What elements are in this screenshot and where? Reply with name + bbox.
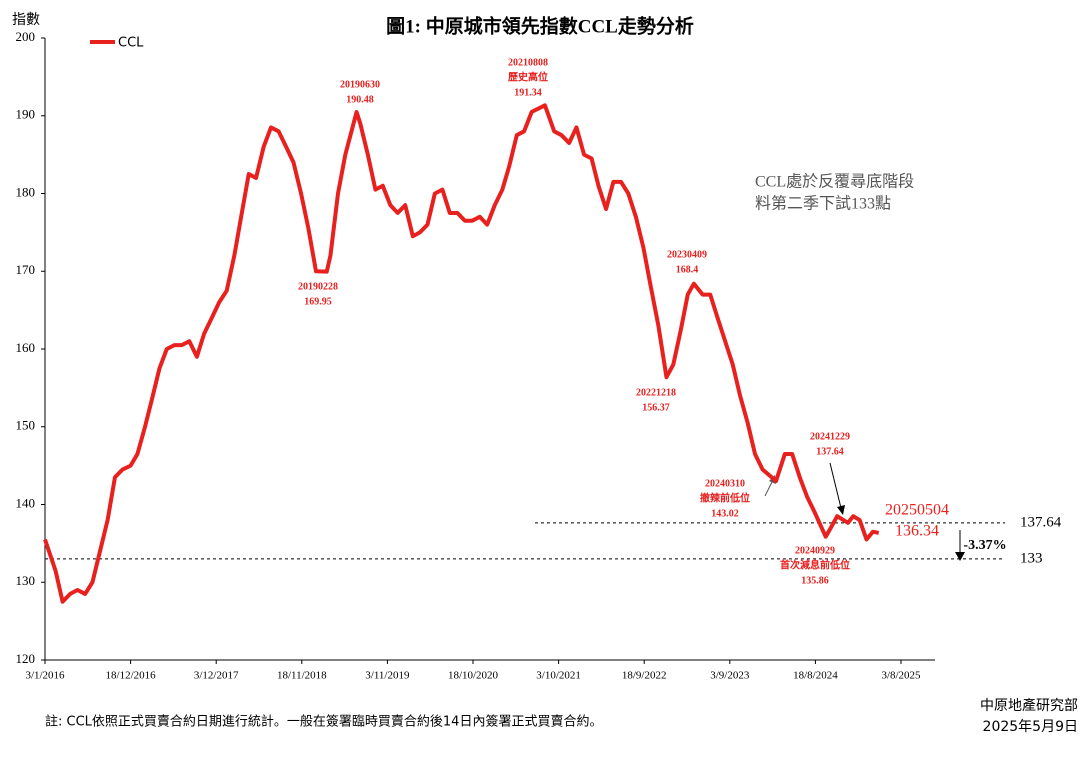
x-tick-label: 3/12/2017 [194, 670, 239, 682]
annotation-date: 20250504 [885, 502, 949, 519]
annotation-arrow [829, 462, 842, 509]
annotation-date: 20240929 [795, 545, 835, 556]
reference-label: 137.64 [1020, 514, 1062, 530]
annotation-note: 歷史高位 [508, 70, 548, 83]
annotation-value: 156.37 [642, 402, 670, 413]
annotation-value: 190.48 [346, 94, 374, 105]
annotation-date: 20241229 [810, 431, 850, 442]
annotation-date: 20221218 [636, 387, 676, 398]
y-tick-label: 180 [16, 184, 36, 199]
x-tick-label: 3/1/2016 [25, 670, 65, 682]
x-tick-label: 3/10/2021 [536, 670, 581, 682]
x-tick-label: 18/11/2018 [277, 670, 327, 682]
comment: CCL處於反覆尋底階段 [755, 173, 914, 191]
x-tick-label: 18/9/2022 [622, 670, 667, 682]
y-tick-label: 160 [16, 340, 36, 355]
annotation-value: 168.4 [676, 264, 699, 275]
legend-label: CCL [118, 36, 144, 51]
y-tick-label: 130 [16, 573, 36, 588]
y-tick-label: 120 [16, 651, 36, 666]
y-axis-label: 指數 [12, 12, 40, 28]
x-tick-label: 18/10/2020 [448, 670, 499, 682]
annotation-note: 撤辣前低位 [700, 491, 750, 504]
y-tick-label: 200 [16, 29, 36, 44]
comment: 料第二季下試133點 [755, 195, 891, 213]
change-label: -3.37% [963, 538, 1006, 553]
annotation-date: 20230409 [667, 249, 707, 260]
y-tick-label: 140 [16, 495, 36, 510]
annotation-value: 135.86 [801, 575, 829, 586]
x-tick-label: 3/11/2019 [365, 670, 410, 682]
y-tick-label: 190 [16, 107, 36, 122]
date: 2025年5月9日 [983, 719, 1078, 735]
x-tick-label: 3/9/2023 [710, 670, 750, 682]
annotation-value: 136.34 [895, 523, 939, 540]
annotation-value: 191.34 [514, 87, 542, 98]
annotation-note: 首次減息前低位 [780, 558, 850, 571]
annotation-date: 20190228 [298, 281, 338, 292]
footnote: 註: CCL依照正式買賣合約日期進行統計。一般在簽署臨時買賣合約後14日內簽署正… [45, 714, 602, 730]
annotation-arrow [764, 479, 774, 497]
source: 中原地產研究部 [980, 697, 1078, 714]
y-tick-label: 150 [16, 418, 36, 433]
y-tick-label: 170 [16, 262, 36, 277]
annotation-value: 137.64 [816, 446, 844, 457]
x-tick-label: 3/8/2025 [881, 670, 921, 682]
change-arrow-head [955, 552, 965, 561]
annotation-value: 169.95 [304, 296, 332, 307]
annotation-value: 143.02 [711, 508, 739, 519]
line [43, 103, 880, 604]
annotation-arrow-head [837, 505, 845, 515]
chart-title: 圖1: 中原城市領先指數CCL走勢分析 [386, 14, 694, 37]
annotation-date: 20210808 [508, 57, 548, 68]
reference-label: 133 [1020, 550, 1043, 566]
x-tick-label: 18/12/2016 [106, 670, 157, 682]
x-tick-label: 18/8/2024 [793, 670, 838, 682]
annotation-date: 20190630 [340, 79, 380, 90]
annotation-date: 20240310 [705, 478, 745, 489]
